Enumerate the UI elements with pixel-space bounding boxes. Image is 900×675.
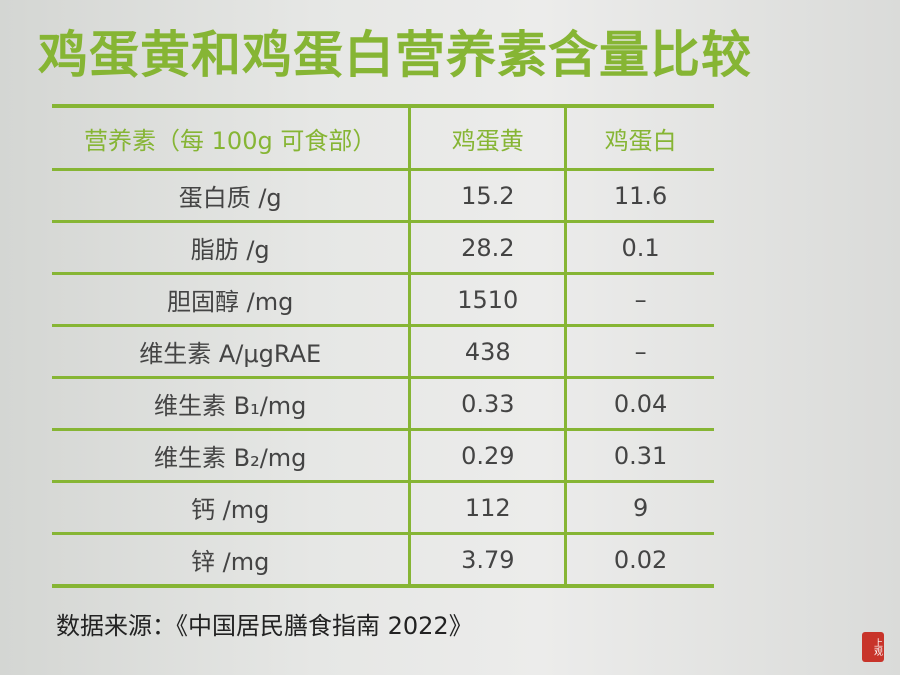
- table-row: 蛋白质 /g 15.2 11.6: [52, 169, 714, 223]
- cell-yolk: 15.2: [408, 169, 566, 223]
- cell-yolk: 438: [408, 325, 566, 379]
- page-title: 鸡蛋黄和鸡蛋白营养素含量比较: [38, 26, 752, 84]
- table-row: 脂肪 /g 28.2 0.1: [52, 221, 714, 275]
- table-row: 钙 /mg 112 9: [52, 481, 714, 535]
- table-header-row: 营养素（每 100g 可食部） 鸡蛋黄 鸡蛋白: [52, 106, 714, 171]
- cell-yolk: 112: [408, 481, 566, 535]
- cell-yolk: 1510: [408, 273, 566, 327]
- cell-white: 9: [564, 481, 714, 535]
- cell-nutrient: 锌 /mg: [191, 548, 270, 576]
- cell-nutrient: 维生素 A/μgRAE: [52, 325, 410, 379]
- nutrient-table: 营养素（每 100g 可食部） 鸡蛋黄 鸡蛋白 蛋白质 /g 15.2 11.6…: [52, 104, 714, 588]
- watermark-stamp: 上观: [862, 632, 884, 662]
- cell-white: –: [564, 325, 714, 379]
- cell-white: 0.02: [564, 533, 714, 586]
- cell-nutrient: 维生素 B₁/mg: [52, 377, 410, 431]
- header-nutrient: 营养素（每 100g 可食部）: [52, 106, 410, 171]
- cell-yolk: 28.2: [408, 221, 566, 275]
- cell-nutrient: 钙 /mg: [52, 481, 410, 535]
- cell-white: 0.1: [564, 221, 714, 275]
- table-row: 维生素 A/μgRAE 438 –: [52, 325, 714, 379]
- table-row: 维生素 B₁/mg 0.33 0.04: [52, 377, 714, 431]
- header-yolk: 鸡蛋黄: [408, 106, 566, 171]
- source-note: 数据来源：《中国居民膳食指南 2022》: [56, 612, 473, 640]
- nutrient-table-container: 营养素（每 100g 可食部） 鸡蛋黄 鸡蛋白 蛋白质 /g 15.2 11.6…: [52, 104, 714, 588]
- cell-white: –: [564, 273, 714, 327]
- cell-yolk: 0.33: [408, 377, 566, 431]
- cell-nutrient: 蛋白质 /g: [52, 169, 410, 223]
- table-row: 锌 /mg 3.79 0.02: [52, 533, 714, 586]
- cell-nutrient: 维生素 B₂/mg: [52, 429, 410, 483]
- cell-white: 0.31: [564, 429, 714, 483]
- cell-yolk: 3.79: [408, 533, 566, 586]
- header-white: 鸡蛋白: [564, 106, 714, 171]
- table-row: 维生素 B₂/mg 0.29 0.31: [52, 429, 714, 483]
- table-row: 胆固醇 /mg 1510 –: [52, 273, 714, 327]
- cell-white: 11.6: [564, 169, 714, 223]
- cell-nutrient: 脂肪 /g: [52, 221, 410, 275]
- cell-white: 0.04: [564, 377, 714, 431]
- cell-yolk: 0.29: [408, 429, 566, 483]
- cell-nutrient: 胆固醇 /mg: [52, 273, 410, 327]
